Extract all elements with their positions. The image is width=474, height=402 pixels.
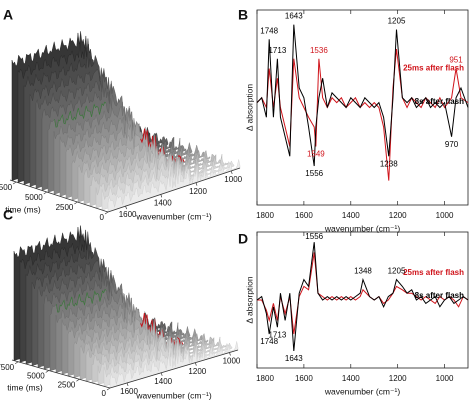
x-tick-label: 1400	[154, 199, 172, 208]
y-tick-label: 5000	[27, 372, 45, 381]
x-tick-label: 1000	[223, 357, 241, 366]
x-tick-label: 1200	[389, 374, 407, 383]
x-tick	[230, 170, 233, 175]
y-tick	[12, 181, 17, 185]
y-axis-title: time (ms)	[7, 382, 43, 392]
panel-letter: A	[3, 7, 13, 23]
y-tick-label: 7500	[0, 183, 13, 192]
x-tick-label: 1000	[224, 175, 242, 184]
surface-slice	[107, 159, 241, 213]
y-tick	[14, 361, 19, 365]
x-tick-label: 1800	[256, 211, 274, 220]
legend-label: 25ms after flash	[403, 64, 464, 73]
x-tick-label: 1800	[256, 374, 274, 383]
peak-label: 1205	[388, 17, 406, 26]
peak-label: 1748	[260, 337, 278, 346]
y-axis-title: Δ absorption	[244, 84, 254, 132]
y-tick-label: 5000	[25, 193, 43, 202]
peak-label: 1205	[388, 267, 406, 276]
y-tick-label: 2500	[58, 380, 76, 389]
peak-label: 970	[445, 140, 459, 149]
highlight-trace	[54, 101, 107, 128]
peak-label: 951	[449, 56, 463, 65]
time-axis	[11, 359, 111, 389]
x-tick-label: 1600	[295, 374, 313, 383]
x-tick-label: 1400	[342, 374, 360, 383]
y-tick-label: 2500	[56, 203, 74, 212]
x-axis-title: wavenumber (cm⁻¹)	[135, 390, 212, 400]
x-tick-label: 1600	[295, 211, 313, 220]
x-tick	[126, 382, 129, 387]
legend-label: 25ms after flash	[403, 268, 464, 277]
x-tick	[160, 372, 163, 376]
panel-letter: C	[3, 207, 13, 223]
x-tick	[195, 362, 197, 366]
x-tick-label: 1400	[154, 377, 172, 386]
peak-label: 1238	[380, 159, 398, 168]
panel-letter: D	[238, 231, 248, 247]
peak-label: 1713	[268, 46, 286, 55]
x-tick-label: 1200	[188, 367, 206, 376]
peak-label: 1643	[285, 12, 303, 21]
x-axis-title: wavenumber (cm⁻¹)	[135, 211, 212, 221]
x-tick	[229, 352, 231, 356]
x-tick-label: 1000	[436, 374, 454, 383]
x-tick	[125, 206, 127, 210]
plot-frame	[256, 9, 469, 206]
peak-label: 1536	[310, 46, 328, 55]
legend-label: 8s after flash	[415, 291, 464, 300]
y-tick	[45, 370, 49, 373]
x-tick-label: 1000	[436, 211, 454, 220]
wavenumber-axis	[107, 167, 241, 213]
wavenumber-axis	[109, 349, 239, 389]
legend-label: 8s after flash	[415, 97, 464, 106]
y-tick-label: 0	[102, 389, 107, 398]
panel-letter: B	[238, 7, 248, 23]
x-axis-title: wavenumber (cm⁻¹)	[324, 223, 401, 233]
x-tick-label: 1600	[120, 387, 138, 396]
waterfall-panel: 0 2500 5000 7500 1600 1400 1200 1000 time (ms) wa…	[0, 225, 241, 400]
spectrum-line	[256, 24, 469, 167]
peak-label: 1713	[268, 330, 286, 339]
x-tick-label: 1200	[189, 187, 207, 196]
y-tick-label: 0	[100, 213, 105, 222]
peak-label: 1348	[354, 267, 372, 276]
spectrum-panel: 1800 1600 1400 1200 1000 wavenumber (cm⁻¹) Δ a…	[244, 231, 469, 396]
y-tick-label: 7500	[0, 363, 15, 372]
y-tick	[76, 378, 80, 382]
y-axis-title: Δ absorption	[244, 276, 254, 324]
x-tick-label: 1600	[119, 210, 137, 219]
x-tick	[160, 194, 163, 198]
peak-label: 1556	[305, 232, 323, 241]
waterfall-panel: 0 2500 5000 7500 1600 1400 1200 1000 time (ms) wa…	[0, 31, 243, 222]
x-tick-label: 1200	[389, 211, 407, 220]
x-axis-title: wavenumber (cm⁻¹)	[324, 386, 401, 396]
y-tick	[43, 191, 47, 195]
peak-label: 1748	[260, 26, 278, 35]
x-tick	[195, 182, 198, 186]
y-tick	[106, 387, 111, 391]
spectrum-line	[256, 242, 469, 352]
y-tick	[104, 211, 109, 215]
surface-slice	[109, 341, 239, 389]
spectrum-line	[256, 48, 469, 181]
highlight-trace	[56, 288, 107, 313]
y-tick	[74, 201, 78, 205]
peak-label: 1549	[307, 150, 325, 159]
spectrum-panel: 1800 1600 1400 1200 1000 wavenumber (cm⁻¹) Δ a…	[244, 9, 469, 233]
peak-label: 1556	[305, 169, 323, 178]
time-axis	[9, 179, 109, 213]
peak-label: 1643	[285, 354, 303, 363]
y-axis-title: time (ms)	[5, 204, 41, 214]
x-tick-label: 1400	[342, 211, 360, 220]
